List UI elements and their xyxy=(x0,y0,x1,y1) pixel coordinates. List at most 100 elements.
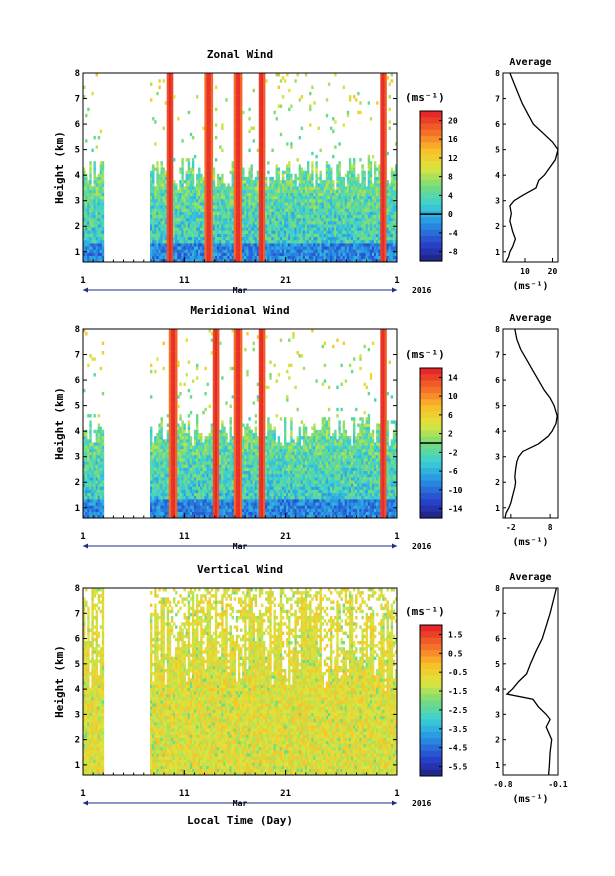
heatmap-cell xyxy=(237,98,241,102)
heatmap-cell xyxy=(179,246,182,250)
heatmap-cell xyxy=(371,154,375,159)
heatmap-cell xyxy=(206,151,209,156)
heatmap-cell xyxy=(237,110,241,115)
heatmap-cell xyxy=(353,224,356,228)
heatmap-cell xyxy=(210,252,214,256)
heatmap-cell xyxy=(95,511,98,516)
heatmap-cell xyxy=(221,186,224,190)
heatmap-cell xyxy=(359,158,362,162)
heatmap-cell xyxy=(319,180,322,184)
heatmap-cell xyxy=(225,236,228,241)
heatmap-cell xyxy=(311,170,314,175)
heatmap-cell xyxy=(83,448,86,453)
heatmap-cell xyxy=(378,214,381,219)
heatmap-cell xyxy=(235,233,239,238)
heatmap-cell xyxy=(152,477,155,481)
heatmap-cell xyxy=(246,183,249,187)
heatmap-cell xyxy=(150,243,153,247)
heatmap-cell xyxy=(168,176,172,181)
heatmap-cell xyxy=(346,252,350,256)
heatmap-cell xyxy=(248,236,251,241)
heatmap-cell xyxy=(315,258,318,263)
heatmap-cell xyxy=(348,167,352,171)
heatmap-cell xyxy=(258,120,262,124)
heatmap-cell xyxy=(150,470,153,475)
heatmap-cell xyxy=(258,202,262,206)
heatmap-cell xyxy=(342,123,345,127)
heatmap-cell xyxy=(248,117,251,121)
heatmap-cell xyxy=(277,240,281,244)
heatmap-cell xyxy=(93,489,96,493)
heatmap-cell xyxy=(196,227,199,231)
heatmap-cell xyxy=(248,186,251,190)
heatmap-cell xyxy=(353,217,356,222)
heatmap-cell xyxy=(154,142,157,146)
heatmap-cell xyxy=(210,164,214,168)
heatmap-cell xyxy=(175,233,178,238)
heatmap-cell xyxy=(357,202,360,206)
heatmap-cell xyxy=(235,249,239,253)
heatmap-cell xyxy=(359,189,362,193)
heatmap-cell xyxy=(353,211,356,215)
heatmap-cell xyxy=(390,195,394,200)
heatmap-cell xyxy=(344,202,348,206)
heatmap-cell xyxy=(350,255,354,260)
heatmap-cell xyxy=(89,432,92,437)
heatmap-cell xyxy=(89,243,92,247)
heatmap-cell xyxy=(89,249,92,253)
heatmap-cell xyxy=(290,192,293,197)
heatmap-cell xyxy=(246,246,249,250)
heatmap-cell xyxy=(344,230,348,234)
heatmap-cell xyxy=(154,489,157,493)
heatmap-cell xyxy=(204,183,207,187)
heatmap-cell xyxy=(302,186,306,190)
heatmap-cell xyxy=(311,173,314,178)
heatmap-cell xyxy=(214,224,218,228)
heatmap-cell xyxy=(336,221,339,225)
heatmap-cell xyxy=(374,233,377,238)
heatmap-cell xyxy=(248,195,251,200)
heatmap-cell xyxy=(250,252,253,256)
heatmap-cell xyxy=(193,249,197,253)
heatmap-cell xyxy=(99,511,103,516)
heatmap-cell xyxy=(371,202,375,206)
heatmap-cell xyxy=(309,104,312,108)
heatmap-cell xyxy=(237,224,241,228)
heatmap-cell xyxy=(237,101,241,105)
heatmap-cell xyxy=(89,420,92,424)
heatmap-cell xyxy=(204,249,207,253)
heatmap-cell xyxy=(281,217,285,222)
heatmap-cell xyxy=(273,224,276,228)
heatmap-cell xyxy=(237,205,241,209)
heatmap-cell xyxy=(319,173,322,178)
heatmap-cell xyxy=(336,170,339,175)
heatmap-cell xyxy=(175,205,178,209)
heatmap-cell xyxy=(202,195,205,200)
heatmap-cell xyxy=(240,142,243,146)
heatmap-cell xyxy=(258,123,262,127)
heatmap-cell xyxy=(382,107,385,112)
heatmap-cell xyxy=(336,186,339,190)
heatmap-cell xyxy=(346,170,350,175)
heatmap-cell xyxy=(166,243,170,247)
heatmap-cell xyxy=(309,230,312,234)
heatmap-cell xyxy=(189,176,193,181)
heatmap-cell xyxy=(242,246,245,250)
heatmap-cell xyxy=(357,227,360,231)
heatmap-cell xyxy=(206,255,209,260)
heatmap-cell xyxy=(221,189,224,193)
heatmap-cell xyxy=(206,192,209,197)
heatmap-cell xyxy=(160,508,163,512)
heatmap-cell xyxy=(204,167,207,171)
heatmap-cell xyxy=(304,227,308,231)
heatmap-cell xyxy=(150,508,153,512)
heatmap-cell xyxy=(359,192,362,197)
heatmap-cell xyxy=(304,205,308,209)
heatmap-cell xyxy=(160,489,163,493)
heatmap-cell xyxy=(281,173,285,178)
heatmap-cell xyxy=(229,211,232,215)
heatmap-cell xyxy=(83,230,86,234)
heatmap-cell xyxy=(378,249,381,253)
heatmap-cell xyxy=(208,176,211,181)
heatmap-cell xyxy=(173,246,176,250)
